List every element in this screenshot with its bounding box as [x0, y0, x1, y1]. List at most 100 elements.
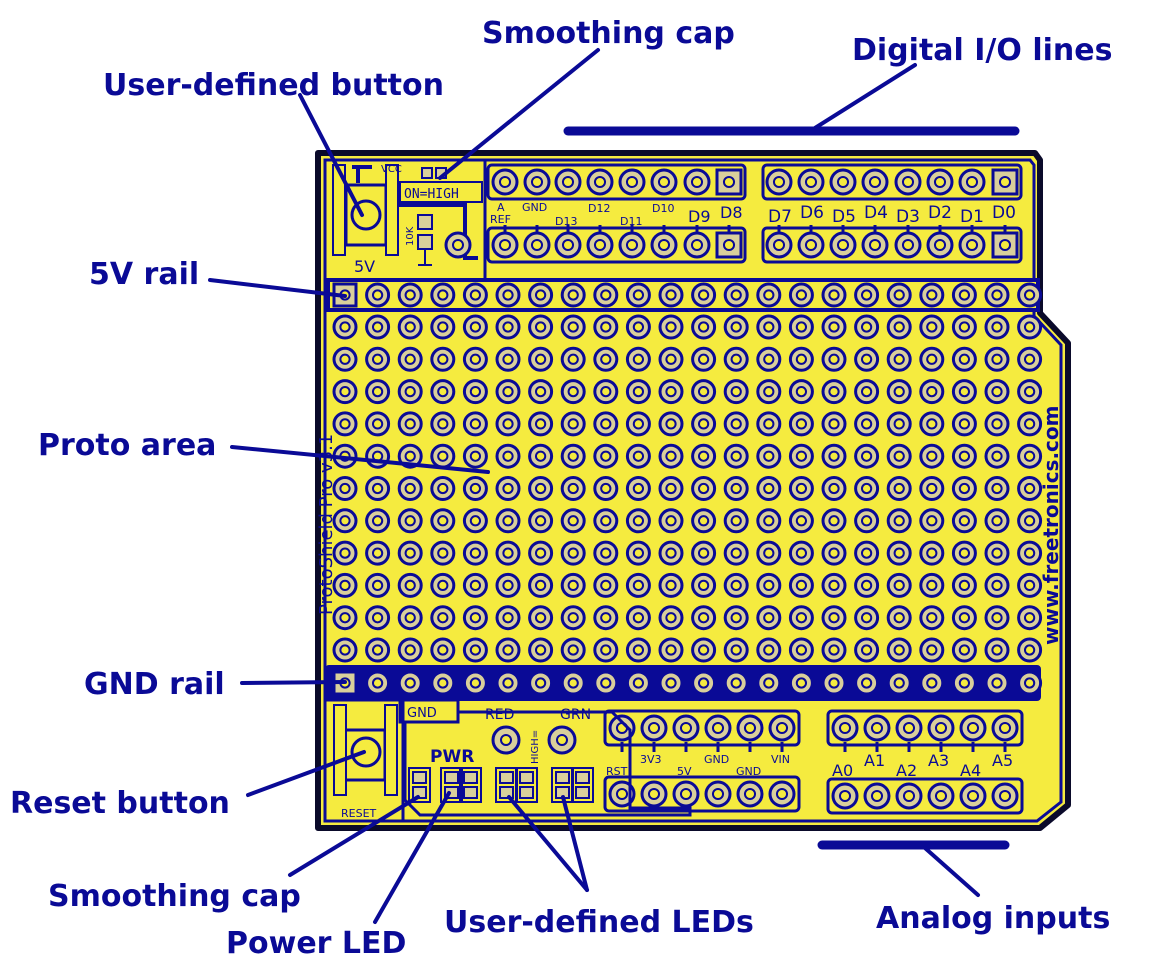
analog-header [826, 709, 1024, 815]
proto-hole [658, 411, 684, 437]
digital-pin-bottom [926, 231, 954, 259]
rail-5v-hole [593, 282, 619, 308]
smoothing-cap-top-leader [438, 48, 600, 180]
analog-inputs-leader [923, 846, 980, 897]
rail-5v-hole [951, 282, 977, 308]
proto-hole [625, 411, 651, 437]
rail-5v-hole [397, 282, 423, 308]
proto-hole [625, 605, 651, 631]
gnd-header-label-2: GND [736, 765, 761, 778]
proto-hole [788, 508, 814, 534]
rail-gnd-hole [560, 670, 586, 696]
d0-label: D0 [992, 203, 1016, 223]
proto-hole [886, 346, 912, 372]
proto-hole [528, 508, 554, 534]
digital-pin-bottom [715, 231, 743, 259]
a1-label: A1 [864, 751, 885, 770]
digital-pin-bottom [958, 231, 986, 259]
power-led-callout: Power LED [226, 926, 406, 961]
proto-hole [625, 540, 651, 566]
analog-pin-bottom [863, 782, 891, 810]
digital-pin-bottom [765, 231, 793, 259]
proto-hole [951, 443, 977, 469]
d7-label: D7 [768, 207, 792, 227]
proto-hole [528, 379, 554, 405]
smoothing-cap-bottom-leader [288, 795, 420, 877]
a3-label: A3 [928, 751, 949, 770]
proto-hole [723, 379, 749, 405]
proto-hole [462, 314, 488, 340]
rail-gnd-hole [788, 670, 814, 696]
proto-hole [919, 346, 945, 372]
proto-hole [430, 411, 456, 437]
gnd-rail-callout: GND rail [84, 667, 225, 702]
gnd-header-label-1: GND [704, 753, 729, 766]
proto-hole [495, 508, 521, 534]
proto-hole [886, 637, 912, 663]
proto-hole [886, 443, 912, 469]
proto-hole [397, 443, 423, 469]
power-header-outline-top [603, 709, 801, 747]
power-header-outline-bottom [603, 775, 801, 813]
proto-hole [756, 605, 782, 631]
rail-gnd-hole [821, 670, 847, 696]
proto-hole [495, 411, 521, 437]
5v-rail-leader [208, 278, 347, 298]
proto-hole [658, 508, 684, 534]
bottom-left-box [323, 698, 405, 823]
proto-hole [560, 476, 586, 501]
digital-pin-bottom [991, 231, 1019, 259]
led-jumper-pads [491, 725, 577, 755]
power-pin-top [704, 714, 732, 742]
proto-hole [430, 508, 456, 534]
reset-button-leader [246, 750, 366, 797]
a4-label: A4 [960, 761, 981, 780]
proto-hole [691, 540, 717, 566]
rail-gnd-hole [1017, 670, 1043, 696]
digital-pin-bottom [683, 231, 711, 259]
rail-gnd-hole [723, 670, 749, 696]
rail-gnd-hole [919, 670, 945, 696]
d5-label: D5 [832, 207, 856, 227]
digital-io-leader [813, 63, 917, 130]
proto-hole [528, 443, 554, 469]
proto-hole [658, 443, 684, 469]
rail-gnd-hole [397, 670, 423, 696]
proto-hole [723, 605, 749, 631]
proto-hole [365, 476, 391, 501]
proto-hole [821, 411, 847, 437]
digital-pin-top [650, 168, 678, 196]
proto-hole [658, 572, 684, 598]
proto-hole [756, 314, 782, 340]
rail-5v-hole [462, 282, 488, 308]
proto-hole [723, 476, 749, 501]
proto-hole [593, 314, 619, 340]
digital-header-bottom [486, 225, 1023, 264]
proto-hole [332, 346, 358, 372]
digital-pin-bottom [618, 231, 646, 259]
analog-pin-top [863, 714, 891, 742]
proto-hole [854, 605, 880, 631]
proto-hole [593, 637, 619, 663]
proto-hole [886, 508, 912, 534]
proto-hole [593, 540, 619, 566]
proto-hole [658, 605, 684, 631]
digital-pin-bottom [829, 231, 857, 259]
proto-hole [854, 314, 880, 340]
jumper-pad [444, 231, 472, 259]
digital-header-outline-b [761, 163, 1023, 201]
gnd-rail-holes [332, 670, 1043, 696]
vcc-label: VCC [381, 164, 402, 175]
proto-hole [984, 637, 1010, 663]
proto-hole [397, 605, 423, 631]
pcb-board: VCC 5V ON=HIGH 10K A REF GND D13 D12 D1 [315, 150, 1071, 831]
proto-hole [430, 346, 456, 372]
rail-5v-hole [658, 282, 684, 308]
rail-gnd-hole [658, 670, 684, 696]
gnd-box-label: GND [407, 706, 437, 721]
red-label: RED [485, 707, 514, 723]
proto-hole [951, 572, 977, 598]
proto-hole [756, 379, 782, 405]
proto-hole [332, 637, 358, 663]
digital-pin-bottom [586, 231, 614, 259]
